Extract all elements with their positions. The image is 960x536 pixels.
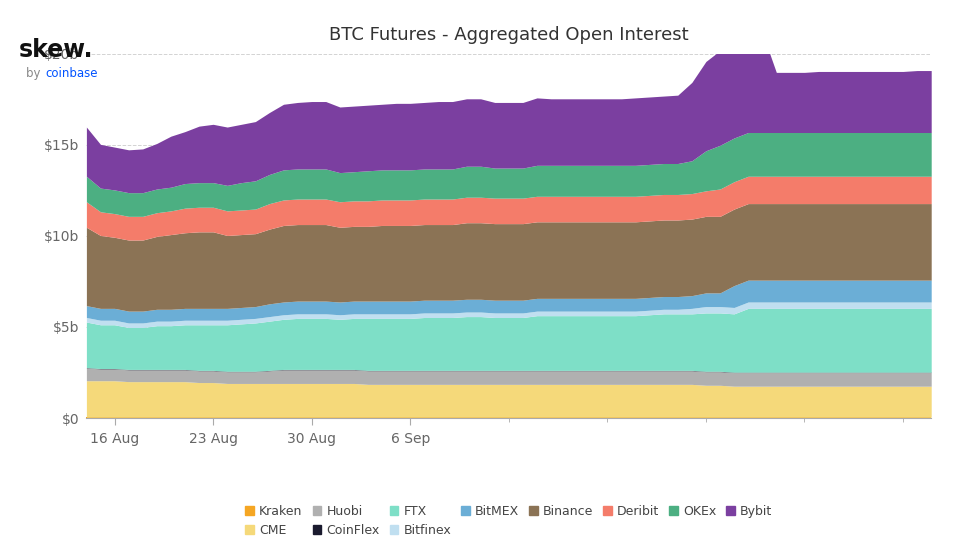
Title: BTC Futures - Aggregated Open Interest: BTC Futures - Aggregated Open Interest: [329, 26, 688, 44]
Text: skew.: skew.: [19, 38, 94, 62]
Text: by: by: [26, 67, 44, 80]
Text: coinbase: coinbase: [45, 67, 98, 80]
Legend: Kraken, CME, Huobi, CoinFlex, FTX, Bitfinex, BitMEX, Binance, Deribit, OKEx, Byb: Kraken, CME, Huobi, CoinFlex, FTX, Bitfi…: [246, 504, 772, 536]
